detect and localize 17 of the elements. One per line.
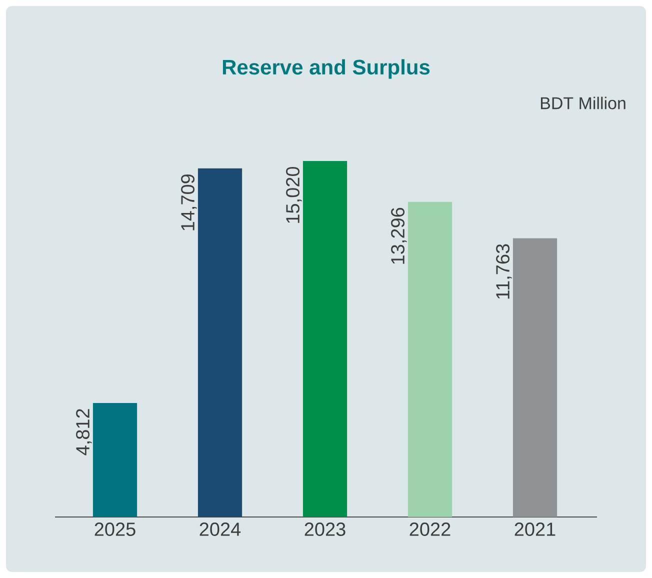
data-label: 4,812: [76, 409, 92, 456]
data-label: 13,296: [391, 208, 407, 264]
bar: [408, 202, 452, 517]
x-tick-label: 2024: [200, 522, 241, 536]
bar: [92, 402, 138, 517]
x-tick-label: 2025: [94, 522, 136, 536]
chart-subtitle: BDT Million: [540, 96, 626, 110]
x-tick-label: 2023: [304, 522, 346, 536]
bar: [302, 160, 348, 517]
bar: [198, 168, 242, 517]
data-label: 15,020: [286, 166, 302, 223]
data-label: 14,709: [181, 174, 197, 230]
bar: [512, 238, 558, 517]
data-label: 11,763: [496, 244, 512, 299]
x-tick-label: 2022: [410, 522, 450, 536]
chart-title: Reserve and Surplus: [222, 59, 430, 79]
x-tick-label: 2021: [514, 522, 556, 536]
